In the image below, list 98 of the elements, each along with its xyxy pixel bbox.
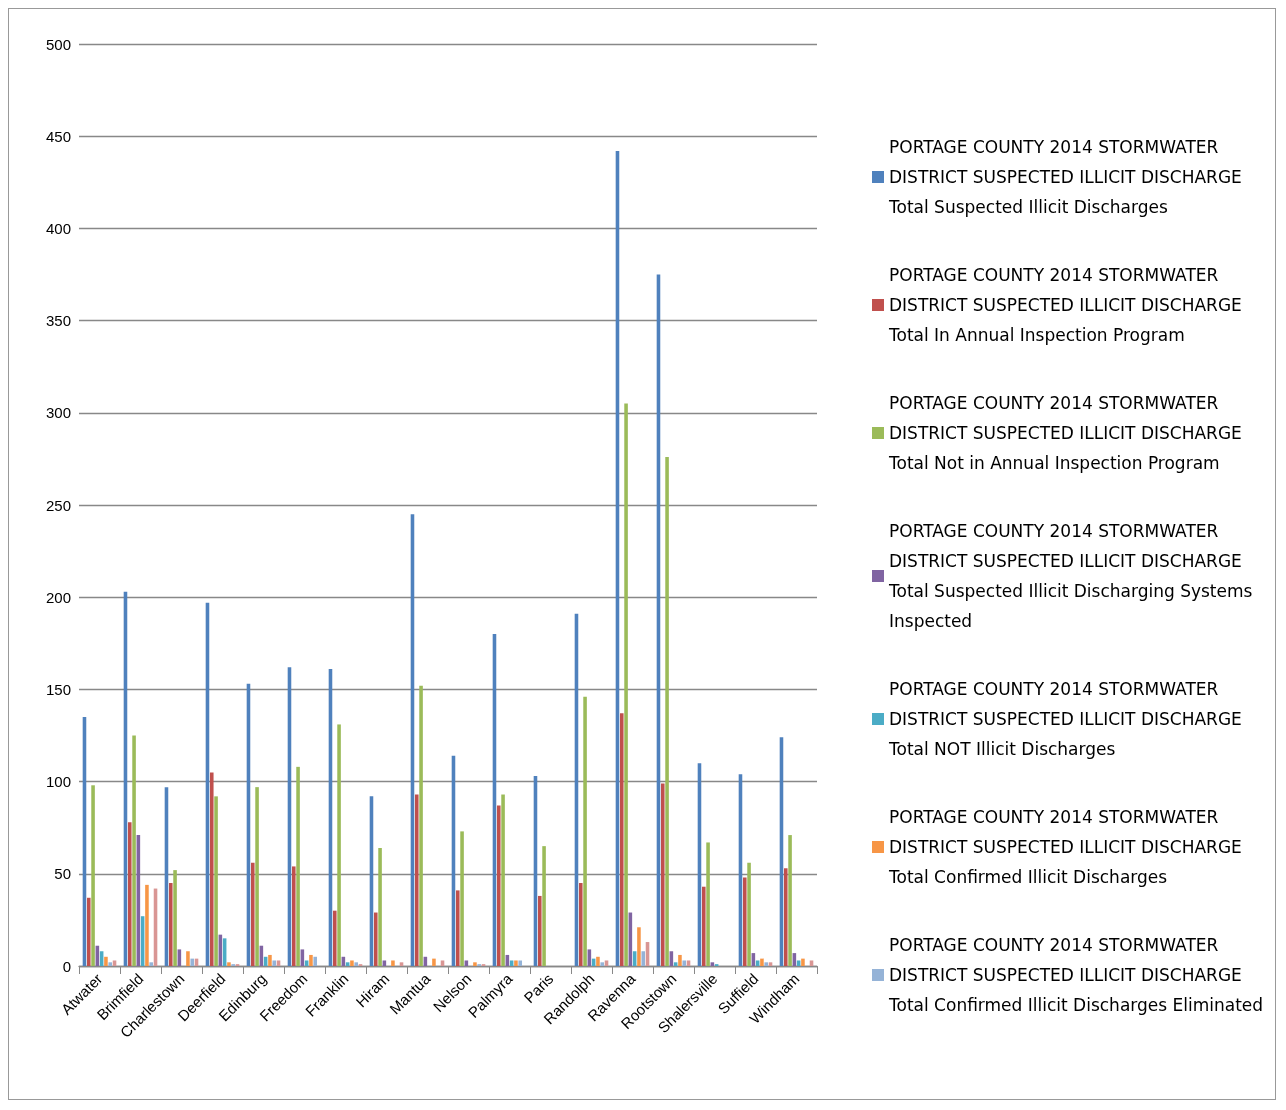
bar bbox=[91, 785, 95, 966]
bar bbox=[496, 805, 501, 966]
bar bbox=[268, 954, 272, 966]
bar bbox=[764, 962, 769, 966]
bar bbox=[337, 724, 341, 966]
y-tick-label: 150 bbox=[45, 680, 71, 698]
y-tick-label: 500 bbox=[45, 35, 71, 53]
bar bbox=[291, 866, 296, 966]
y-tick-label: 350 bbox=[45, 312, 71, 330]
legend-label: PORTAGE COUNTY 2014 STORMWATER DISTRICT SUSPECTED ILLICIT DISCHARGE Total Confirmed Illicit Discharges Eliminated bbox=[888, 935, 1264, 1015]
bar bbox=[742, 877, 747, 966]
bar bbox=[149, 962, 154, 966]
bar bbox=[440, 960, 445, 966]
bar bbox=[583, 696, 587, 966]
bar bbox=[660, 783, 665, 966]
bar bbox=[313, 956, 318, 966]
y-tick-label: 400 bbox=[45, 219, 71, 237]
bar bbox=[145, 884, 149, 966]
bar bbox=[701, 886, 706, 966]
legend-label: PORTAGE COUNTY 2014 STORMWATER DISTRICT SUSPECTED ILLICIT DISCHARGE Total Confirmed Illicit Discharges bbox=[888, 807, 1248, 887]
bar bbox=[432, 958, 436, 966]
bar bbox=[173, 870, 177, 966]
bar bbox=[464, 960, 469, 966]
bar bbox=[414, 794, 419, 966]
bar bbox=[186, 951, 190, 966]
legend-label: PORTAGE COUNTY 2014 STORMWATER DISTRICT SUSPECTED ILLICIT DISCHARGE Total Suspected Illicit Discharging Systems Inspected bbox=[888, 521, 1258, 631]
y-tick-label: 450 bbox=[45, 127, 71, 145]
bar bbox=[354, 962, 359, 966]
y-tick-label: 100 bbox=[45, 773, 71, 791]
bar bbox=[104, 956, 108, 966]
bar bbox=[578, 883, 583, 966]
legend-label: PORTAGE COUNTY 2014 STORMWATER DISTRICT SUSPECTED ILLICIT DISCHARGE Total In Annual Inspection Program bbox=[888, 265, 1248, 345]
bar bbox=[272, 960, 277, 966]
bar bbox=[373, 912, 378, 966]
bar bbox=[710, 962, 715, 966]
bar bbox=[399, 962, 404, 966]
bar bbox=[276, 960, 281, 966]
bar bbox=[514, 960, 518, 966]
bar bbox=[686, 960, 691, 966]
bar bbox=[419, 685, 423, 966]
bar bbox=[788, 835, 792, 966]
legend-label: PORTAGE COUNTY 2014 STORMWATER DISTRICT SUSPECTED ILLICIT DISCHARGE Total Not in Annual Inspection Program bbox=[888, 393, 1248, 473]
bar bbox=[796, 960, 801, 966]
bar bbox=[86, 897, 91, 966]
bar bbox=[132, 735, 136, 966]
bar bbox=[641, 951, 646, 966]
bar bbox=[168, 883, 173, 966]
bar bbox=[382, 960, 387, 966]
bar bbox=[455, 890, 460, 966]
bar bbox=[747, 862, 751, 966]
y-tick-label: 200 bbox=[45, 588, 71, 606]
bar bbox=[350, 960, 354, 966]
y-tick-label: 300 bbox=[45, 404, 71, 422]
bar bbox=[250, 862, 255, 966]
y-tick-label: 50 bbox=[54, 865, 71, 883]
bar bbox=[108, 962, 113, 966]
bar bbox=[227, 962, 231, 966]
bar bbox=[637, 927, 641, 966]
bar bbox=[214, 796, 218, 966]
bar bbox=[255, 787, 259, 966]
bar bbox=[809, 960, 814, 966]
bar bbox=[296, 766, 300, 966]
legend-label: PORTAGE COUNTY 2014 STORMWATER DISTRICT SUSPECTED ILLICIT DISCHARGE Total NOT Illicit Discharges bbox=[888, 679, 1248, 759]
bar bbox=[604, 960, 609, 966]
bar bbox=[783, 868, 788, 966]
bar bbox=[460, 831, 464, 966]
bar bbox=[391, 960, 395, 966]
bar bbox=[509, 960, 514, 966]
bar bbox=[678, 954, 682, 966]
bar bbox=[209, 772, 214, 966]
bar bbox=[619, 713, 624, 966]
bar bbox=[801, 958, 805, 966]
bar bbox=[112, 960, 117, 966]
bar bbox=[518, 960, 523, 966]
bar bbox=[332, 910, 337, 966]
bar bbox=[190, 958, 195, 966]
bar bbox=[542, 846, 546, 966]
bar bbox=[309, 954, 313, 966]
bar bbox=[755, 960, 760, 966]
bar bbox=[345, 962, 350, 966]
bar bbox=[768, 962, 773, 966]
bar bbox=[760, 958, 764, 966]
bar bbox=[473, 962, 477, 966]
y-tick-label: 250 bbox=[45, 496, 71, 514]
bar bbox=[706, 842, 710, 966]
legend-label: PORTAGE COUNTY 2014 STORMWATER DISTRICT SUSPECTED ILLICIT DISCHARGE Total Suspected Illicit Discharges bbox=[888, 137, 1248, 217]
bar bbox=[673, 962, 678, 966]
bar bbox=[537, 895, 542, 966]
bar bbox=[624, 403, 628, 966]
bar bbox=[378, 847, 382, 966]
y-tick-label: 0 bbox=[62, 957, 71, 975]
bar bbox=[665, 457, 669, 966]
bar bbox=[501, 794, 505, 966]
bar bbox=[682, 960, 687, 966]
bar bbox=[596, 956, 600, 966]
bar bbox=[304, 960, 309, 966]
bar bbox=[600, 962, 605, 966]
bar bbox=[127, 822, 132, 966]
